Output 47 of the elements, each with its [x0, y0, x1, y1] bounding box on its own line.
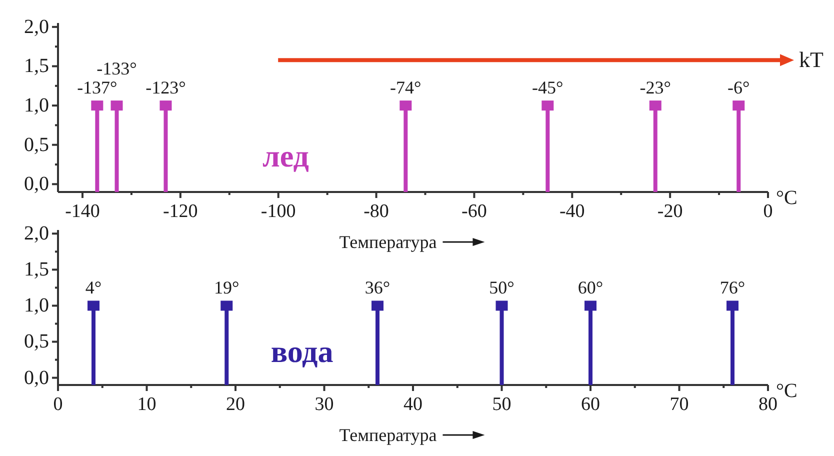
y-tick-label: 0,0 — [24, 366, 49, 389]
annotation: 4° — [85, 278, 102, 298]
y-tick-label: 1,0 — [24, 294, 49, 317]
y-tick-label: 0,0 — [24, 173, 49, 196]
annotation: -23° — [640, 78, 671, 98]
annotation: 60° — [578, 278, 604, 298]
annotation: -137° — [77, 78, 118, 98]
annotation: -6° — [728, 78, 750, 98]
x-tick-label: 50 — [492, 394, 512, 415]
x-tick-label: 60 — [581, 394, 600, 415]
y-tick-label: 2,0 — [24, 16, 49, 38]
x-axis-title: Температура — [339, 425, 437, 445]
x-tick-label: -100 — [260, 201, 296, 222]
x-tick-label: 0 — [763, 201, 773, 222]
text: лед — [262, 138, 310, 174]
y-tick-label: 2,0 — [24, 222, 49, 245]
x-tick-label: -60 — [462, 201, 487, 222]
annotation: -45° — [532, 78, 564, 98]
x-tick-label: -20 — [657, 201, 683, 222]
x-tick-label: -40 — [559, 201, 585, 222]
x-tick-label: -140 — [65, 201, 100, 222]
annotation: 50° — [489, 278, 514, 298]
annotation: 19° — [214, 278, 240, 298]
x-tick-label: 0 — [53, 394, 63, 415]
y-tick-label: 1,5 — [24, 55, 49, 78]
y-tick-label: 0,5 — [24, 134, 49, 156]
text: °C — [776, 380, 798, 402]
y-tick-label: 1,5 — [24, 258, 49, 281]
y-tick-label: 1,0 — [24, 94, 49, 117]
annotation: -133° — [96, 58, 137, 79]
annotation: -123° — [146, 78, 186, 98]
text: kT — [799, 47, 824, 72]
x-tick-label: 20 — [226, 394, 245, 415]
series-label: вода — [270, 334, 334, 369]
x-tick-label: 30 — [314, 394, 334, 415]
text: °C — [776, 187, 798, 209]
x-tick-label: 80 — [758, 394, 778, 415]
x-tick-label: 40 — [404, 394, 422, 415]
x-axis-title: Температура — [339, 232, 437, 252]
x-tick-label: 10 — [137, 394, 156, 415]
annotation: 36° — [364, 278, 390, 298]
x-tick-label: 70 — [670, 394, 689, 415]
y-tick-label: 0,5 — [24, 330, 49, 353]
annotation: 76° — [720, 278, 746, 298]
annotation: -74° — [390, 78, 422, 98]
x-tick-label: -120 — [163, 201, 198, 222]
x-tick-label: -80 — [364, 201, 389, 222]
